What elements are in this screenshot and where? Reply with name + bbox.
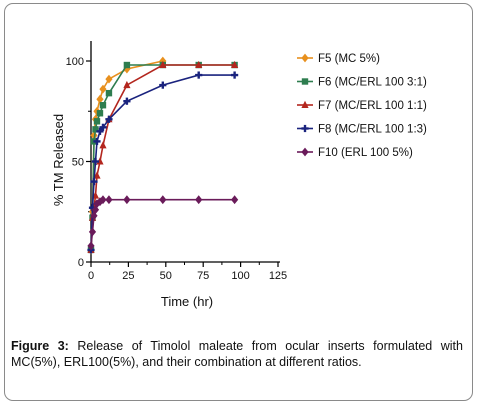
data-point xyxy=(96,127,104,135)
legend-label: F6 (MC/ERL 100 3:1) xyxy=(318,77,427,89)
caption-text: Release of Timolol maleate from ocular i… xyxy=(11,339,463,369)
data-point xyxy=(231,195,239,205)
y-tick-label: 100 xyxy=(66,56,84,68)
data-point xyxy=(195,60,203,69)
data-point xyxy=(159,60,167,69)
data-point xyxy=(99,195,107,205)
x-tick-label: 125 xyxy=(269,270,287,282)
data-point xyxy=(105,115,113,123)
series-line xyxy=(90,64,235,250)
y-tick-label: 50 xyxy=(72,157,84,169)
y-axis-title: % TM Released xyxy=(51,114,66,206)
data-point xyxy=(231,60,239,69)
legend-marker xyxy=(301,100,309,108)
x-tick-label: 50 xyxy=(160,270,172,282)
x-axis-title: Time (hr) xyxy=(161,294,213,309)
x-tick-label: 75 xyxy=(197,270,209,282)
caption-label: Figure 3: xyxy=(11,339,69,353)
data-point xyxy=(91,157,100,166)
legend-label: F10 (ERL 100 5%) xyxy=(318,147,413,159)
data-point xyxy=(93,137,101,145)
data-point xyxy=(99,123,107,131)
data-point xyxy=(99,141,107,149)
chart-axes: 0 25 50 75 100 125 0 50 100 xyxy=(66,41,287,282)
series-2 xyxy=(87,61,238,254)
chart-series-layer xyxy=(87,56,239,255)
legend-marker xyxy=(301,147,309,157)
data-point xyxy=(123,195,131,205)
y-tick-label: 0 xyxy=(78,257,84,269)
series-4 xyxy=(87,71,239,254)
release-chart: 0 25 50 75 100 125 0 50 100 F5 (MC 5%) F6 (MC/ERL… xyxy=(51,41,427,309)
data-point xyxy=(90,211,98,221)
legend-item-5: F10 (ERL 100 5%) xyxy=(297,147,413,159)
legend-item-2: F6 (MC/ERL 100 3:1) xyxy=(297,77,427,89)
data-point xyxy=(91,205,100,215)
series-5 xyxy=(87,195,239,251)
legend-item-1: F5 (MC 5%) xyxy=(297,53,380,65)
legend-marker xyxy=(301,53,309,63)
data-point xyxy=(88,227,97,237)
series-3 xyxy=(87,60,239,253)
data-point xyxy=(195,71,203,79)
figure-frame xyxy=(4,3,473,401)
series-line xyxy=(90,64,235,250)
data-point xyxy=(123,61,131,69)
data-point xyxy=(195,195,203,205)
data-point xyxy=(93,171,101,179)
data-point xyxy=(159,81,167,89)
data-point xyxy=(105,89,113,97)
data-point xyxy=(93,118,101,125)
data-point xyxy=(105,74,113,84)
data-point xyxy=(99,84,107,94)
x-tick-label: 25 xyxy=(122,270,134,282)
legend-item-4: F8 (MC/ERL 100 1:3) xyxy=(297,124,427,136)
series-line xyxy=(90,74,235,250)
legend-label: F8 (MC/ERL 100 1:3) xyxy=(318,124,427,136)
data-point xyxy=(231,71,239,79)
x-tick-label: 100 xyxy=(231,270,249,282)
data-point xyxy=(93,199,101,209)
data-point xyxy=(87,241,95,251)
data-point xyxy=(99,102,107,109)
figure-caption: Figure 3: Release of Timolol maleate fro… xyxy=(11,338,463,370)
data-point xyxy=(123,80,131,89)
legend-marker xyxy=(301,124,309,133)
legend-label: F7 (MC/ERL 100 1:1) xyxy=(318,100,427,112)
data-point xyxy=(159,195,167,205)
data-point xyxy=(123,97,131,105)
legend-label: F5 (MC 5%) xyxy=(318,53,380,65)
legend-marker xyxy=(301,78,309,85)
chart-legend: F5 (MC 5%) F6 (MC/ERL 100 3:1) F7 (MC/ERL … xyxy=(297,53,427,159)
data-point xyxy=(90,178,98,186)
x-tick-label: 0 xyxy=(88,270,94,282)
data-point xyxy=(92,126,99,133)
data-point xyxy=(105,195,113,205)
series-line xyxy=(90,198,235,246)
data-point xyxy=(96,197,104,207)
data-point xyxy=(96,110,104,117)
legend-item-3: F7 (MC/ERL 100 1:1) xyxy=(297,100,427,112)
data-point xyxy=(96,94,104,104)
